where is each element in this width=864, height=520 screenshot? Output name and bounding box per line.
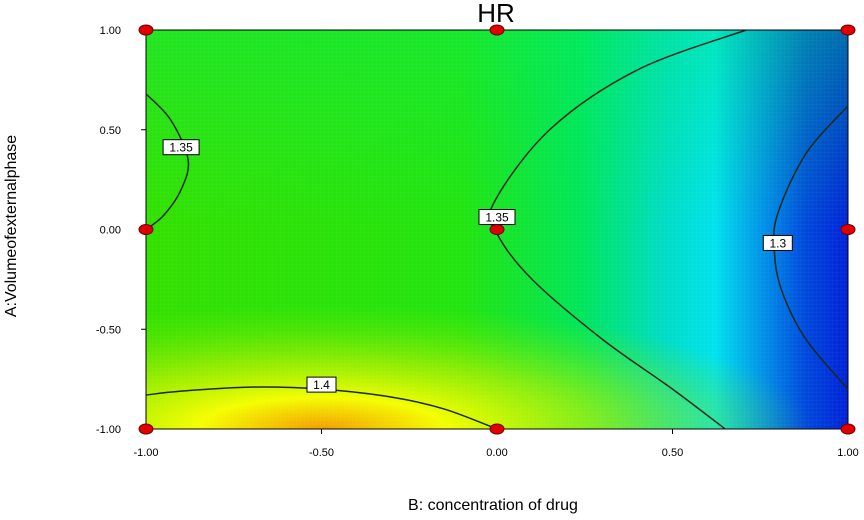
design-point: [840, 224, 856, 235]
design-point: [840, 24, 856, 36]
x-tick-label: 1.00: [837, 447, 858, 459]
contour-label-box: [762, 234, 793, 251]
design-points: [138, 24, 856, 435]
design-point: [138, 224, 154, 235]
design-point: [138, 24, 154, 36]
contour-label: 1.3: [769, 236, 786, 250]
y-tick-label: 0.50: [100, 125, 121, 137]
chart-title: HR: [477, 0, 515, 28]
contour-label: 1.4: [313, 378, 330, 392]
design-point: [489, 423, 505, 435]
contour-label: 1.35: [485, 211, 509, 225]
y-axis: -1.00 -0.50 0.00 0.50 1.00: [96, 25, 146, 436]
contour-line: [145, 93, 190, 231]
contour-label-box: [162, 139, 200, 156]
x-tick-label: 0.00: [486, 447, 507, 459]
y-tick-label: -1.00: [96, 424, 121, 436]
x-axis-label: B: concentration of drug: [408, 497, 578, 514]
contour-label: 1.35: [169, 141, 193, 155]
contour-label-box: [478, 209, 516, 226]
x-tick-label: -1.00: [133, 447, 158, 459]
design-point: [489, 24, 505, 36]
y-axis-label: A:Volumeofexternalphase: [3, 135, 20, 317]
y-tick-label: 0.00: [100, 225, 121, 237]
design-point: [138, 423, 154, 435]
x-tick-label: -0.50: [309, 447, 334, 459]
x-tick-label: 0.50: [662, 447, 683, 459]
contour-label-box: [306, 376, 337, 393]
design-point: [489, 224, 505, 235]
y-tick-label: 1.00: [100, 25, 121, 37]
contour-labels: 1.35 1.35 1.3 1.4: [162, 139, 793, 393]
y-tick-label: -0.50: [96, 324, 121, 336]
design-point: [840, 423, 856, 435]
